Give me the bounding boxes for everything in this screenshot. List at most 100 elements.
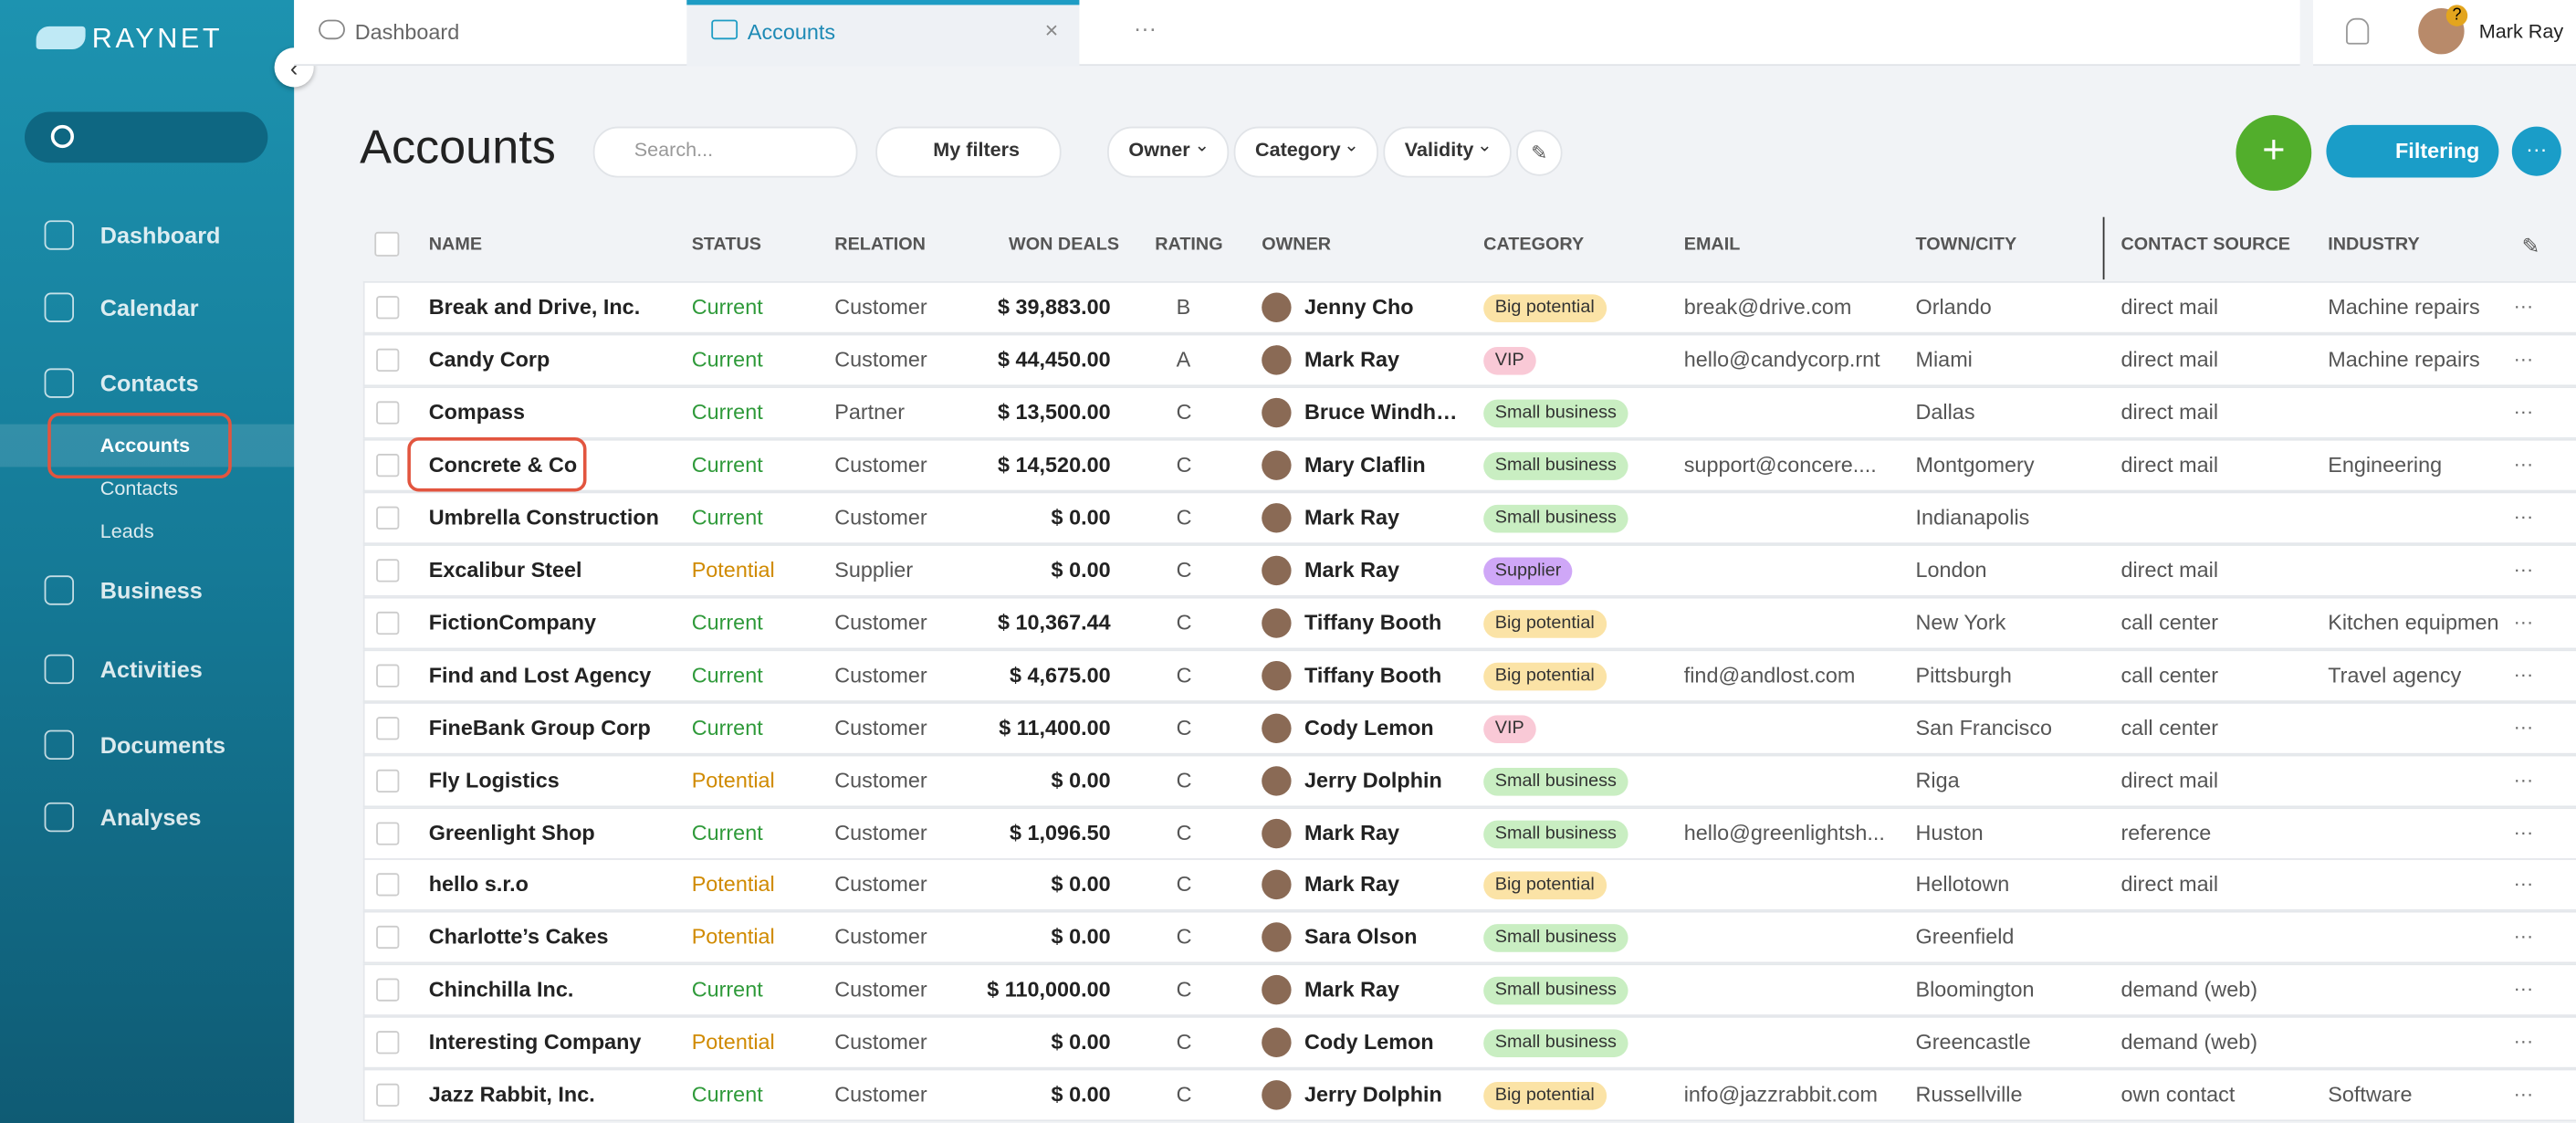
column-header[interactable]: NAME [428, 235, 483, 256]
account-name[interactable]: FineBank Group Corp [428, 714, 651, 740]
account-name[interactable]: Find and Lost Agency [428, 662, 652, 687]
account-name[interactable]: Chinchilla Inc. [428, 977, 574, 1002]
tab-label[interactable]: Accounts [747, 19, 836, 45]
column-header[interactable]: OWNER [1262, 235, 1332, 256]
account-name[interactable]: Jazz Rabbit, Inc. [428, 1082, 595, 1107]
column-header[interactable]: INDUSTRY [2328, 235, 2420, 256]
row-checkbox[interactable] [376, 768, 400, 792]
more-button[interactable]: ··· [2511, 126, 2561, 176]
row-checkbox[interactable] [376, 296, 400, 320]
row-menu[interactable]: ··· [2513, 662, 2534, 686]
column-header[interactable]: STATUS [691, 235, 761, 256]
row-menu[interactable]: ··· [2513, 977, 2534, 1001]
row-menu[interactable]: ··· [2513, 346, 2534, 371]
owner[interactable]: Mary Claflin [1304, 451, 1426, 477]
account-name[interactable]: Interesting Company [428, 1029, 642, 1055]
row-checkbox[interactable] [376, 716, 400, 740]
row-menu[interactable]: ··· [2513, 294, 2534, 318]
edit-columns[interactable]: ✎ [2521, 233, 2540, 258]
nav-subitem[interactable]: Contacts [99, 477, 179, 500]
owner[interactable]: Bruce Windh… [1304, 399, 1458, 425]
user-name[interactable]: Mark Ray [2478, 19, 2564, 43]
row-menu[interactable]: ··· [2513, 557, 2534, 581]
row-checkbox[interactable] [376, 1031, 400, 1055]
owner[interactable]: Mark Ray [1304, 557, 1400, 582]
owner[interactable]: Sara Olson [1304, 924, 1418, 950]
nav-subitem[interactable]: Leads [99, 520, 154, 543]
nav-item[interactable]: Dashboard [99, 222, 221, 248]
account-name[interactable]: Fly Logistics [428, 767, 560, 792]
nav-item[interactable]: Documents [99, 731, 225, 759]
row-checkbox[interactable] [376, 663, 400, 687]
row-menu[interactable]: ··· [2513, 872, 2534, 896]
nav-item[interactable]: Analyses [99, 803, 202, 831]
row-menu[interactable]: ··· [2513, 609, 2534, 633]
owner[interactable]: Jerry Dolphin [1304, 1082, 1442, 1107]
search-box[interactable] [592, 126, 858, 178]
column-header[interactable]: RELATION [834, 235, 926, 256]
filter-pill[interactable] [1233, 126, 1378, 178]
column-header[interactable]: CONTACT SOURCE [2120, 235, 2290, 256]
nav-item[interactable]: Business [99, 577, 203, 603]
owner[interactable]: Cody Lemon [1304, 714, 1434, 740]
nav-item[interactable]: Contacts [99, 370, 199, 397]
row-menu[interactable]: ··· [2513, 451, 2534, 476]
row-checkbox[interactable] [376, 611, 400, 635]
row-menu[interactable]: ··· [2513, 399, 2534, 423]
edit-filters[interactable]: ✎ [1516, 130, 1563, 176]
account-name[interactable]: Charlotte’s Cakes [428, 924, 609, 950]
owner[interactable]: Jenny Cho [1304, 294, 1414, 320]
row-checkbox[interactable] [376, 348, 400, 372]
account-name[interactable]: Greenlight Shop [428, 819, 595, 845]
row-menu[interactable]: ··· [2513, 504, 2534, 528]
row-menu[interactable]: ··· [2513, 1082, 2534, 1106]
tab-close[interactable]: × [1044, 16, 1059, 43]
row-menu[interactable]: ··· [2513, 819, 2534, 843]
owner[interactable]: Mark Ray [1304, 872, 1400, 897]
row-menu[interactable]: ··· [2513, 714, 2534, 738]
owner[interactable]: Tiffany Booth [1304, 609, 1442, 635]
owner[interactable]: Mark Ray [1304, 504, 1400, 530]
filter-pill[interactable] [1383, 126, 1512, 178]
account-name[interactable]: Excalibur Steel [428, 557, 582, 582]
owner[interactable]: Tiffany Booth [1304, 662, 1442, 687]
tab-more[interactable]: ··· [1133, 15, 1157, 42]
account-name[interactable]: Compass [428, 399, 526, 425]
row-checkbox[interactable] [376, 1084, 400, 1107]
filtering-button[interactable] [2326, 124, 2499, 178]
active-tab[interactable] [686, 0, 1080, 67]
row-menu[interactable]: ··· [2513, 767, 2534, 791]
owner[interactable]: Mark Ray [1304, 346, 1400, 372]
account-name[interactable]: Concrete & Co [428, 451, 578, 477]
account-name[interactable]: hello s.r.o [428, 872, 529, 897]
nav-subitem[interactable]: Accounts [99, 434, 191, 457]
row-checkbox[interactable] [376, 926, 400, 950]
select-all[interactable] [374, 231, 400, 257]
row-checkbox[interactable] [376, 453, 400, 477]
row-checkbox[interactable] [376, 558, 400, 582]
row-checkbox[interactable] [376, 401, 400, 425]
row-menu[interactable]: ··· [2513, 924, 2534, 949]
column-header[interactable]: CATEGORY [1483, 235, 1585, 256]
row-checkbox[interactable] [376, 821, 400, 845]
row-checkbox[interactable] [376, 506, 400, 530]
filter-pill[interactable] [1107, 126, 1230, 178]
nav-item[interactable]: Activities [99, 656, 203, 683]
owner[interactable]: Mark Ray [1304, 977, 1400, 1002]
account-name[interactable]: Break and Drive, Inc. [428, 294, 641, 320]
account-name[interactable]: FictionCompany [428, 609, 597, 635]
row-checkbox[interactable] [376, 979, 400, 1002]
column-header[interactable]: WON DEALS [1009, 235, 1120, 256]
owner[interactable]: Jerry Dolphin [1304, 767, 1442, 792]
my-filters-button[interactable] [875, 126, 1062, 178]
bell-icon[interactable] [2346, 17, 2370, 45]
account-name[interactable]: Candy Corp [428, 346, 550, 372]
column-header[interactable]: EMAIL [1683, 235, 1741, 256]
owner[interactable]: Mark Ray [1304, 819, 1400, 845]
help-badge[interactable]: ? [2445, 5, 2468, 26]
row-menu[interactable]: ··· [2513, 1029, 2534, 1054]
owner[interactable]: Cody Lemon [1304, 1029, 1434, 1055]
nav-item[interactable]: Calendar [99, 294, 199, 321]
account-name[interactable]: Umbrella Construction [428, 504, 659, 530]
column-header[interactable]: TOWN/CITY [1915, 235, 2017, 256]
